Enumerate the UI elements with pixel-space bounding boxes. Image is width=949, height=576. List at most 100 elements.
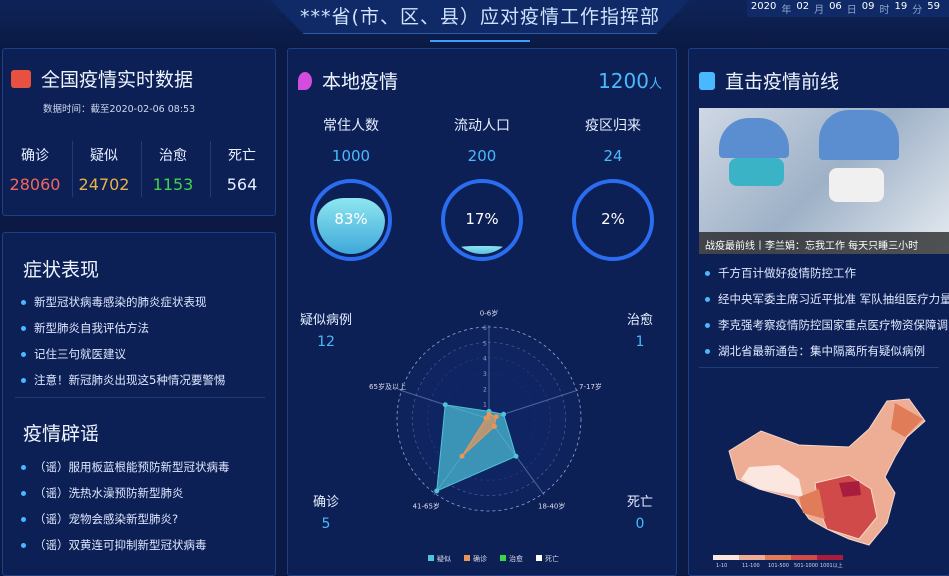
symptom-link[interactable]: 新型肺炎自我评估方法 <box>21 315 225 341</box>
divider <box>141 141 142 197</box>
map-legend-label: 501-1000 <box>794 563 818 569</box>
map-legend-label: 11-100 <box>742 563 760 569</box>
gauge-text: 17% <box>465 210 499 228</box>
rumor-link[interactable]: （谣）服用板蓝根能预防新型冠状病毒 <box>21 454 230 480</box>
radar-axis-label: 18-40岁 <box>538 501 565 510</box>
header-banner <box>270 0 690 34</box>
gauge-fill <box>317 198 385 254</box>
divider <box>15 397 265 398</box>
location-pin-icon <box>298 71 312 90</box>
symptoms-list: 新型冠状病毒感染的肺炎症状表现 新型肺炎自我评估方法 记住三句就医建议 注意！新冠肺炎… <box>21 289 225 393</box>
divider <box>699 367 939 368</box>
news-link[interactable]: 经中央军委主席习近平批准 军队抽组医疗力量 <box>705 286 949 312</box>
col-label: 流动人口 <box>454 118 510 134</box>
legend-swatch[interactable] <box>464 555 470 561</box>
radar-point <box>493 414 499 420</box>
map-region-hubei[interactable] <box>839 481 861 497</box>
clock-value: 02 <box>796 1 810 12</box>
value: 0 <box>635 516 645 532</box>
map-region-sichuan[interactable] <box>799 489 825 519</box>
data-time: 数据时间：截至2020-02-06 08:53 <box>43 104 196 115</box>
gauge-fill <box>448 245 516 254</box>
value: 1 <box>635 334 645 350</box>
clock-unit: 分 <box>912 5 923 16</box>
rumor-link[interactable]: （谣）洗热水澡预防新型肺炎 <box>21 480 230 506</box>
legend-swatch[interactable] <box>536 555 542 561</box>
clock-unit: 年 <box>781 5 792 16</box>
symptom-link[interactable]: 记住三句就医建议 <box>21 341 225 367</box>
map-legend-swatch[interactable] <box>713 555 739 560</box>
news-video-thumbnail[interactable]: 战疫最前线丨李兰娟：忘我工作 每天只睡三小时 <box>699 108 949 254</box>
radar-point <box>459 453 465 459</box>
col-value: 24 <box>603 147 623 165</box>
stat-label: 确诊 <box>21 148 49 164</box>
stat-label: 治愈 <box>159 148 187 164</box>
legend-label[interactable]: 疑似 <box>437 554 451 563</box>
clock-value: 09 <box>861 1 875 12</box>
divider <box>72 141 73 197</box>
map-region-tibet[interactable] <box>741 465 803 497</box>
rumors-title: 疫情辟谣 <box>23 423 100 445</box>
total-unit: 人 <box>648 77 662 92</box>
news-icon <box>699 71 715 90</box>
map-legend-swatch[interactable] <box>739 555 765 560</box>
col-label: 疫区归来 <box>585 118 641 134</box>
news-list: 千方百计做好疫情防控工作 经中央军委主席习近平批准 军队抽组医疗力量 李克强考察疫情… <box>705 260 949 364</box>
china-map[interactable]: 1-10 11-100 101-500 501-1000 1001以上 <box>699 379 939 569</box>
advice-panel: 症状表现 新型冠状病毒感染的肺炎症状表现 新型肺炎自我评估方法 记住三句就医建议 注意… <box>2 232 276 576</box>
label: 死亡 <box>626 495 653 510</box>
radar-tick: 4 <box>483 356 487 363</box>
map-legend-swatch[interactable] <box>765 555 791 560</box>
header: ***省(市、区、县）应对疫情工作指挥部 2020 年 02 月 06 日 09 时 19 分 59 <box>0 0 949 44</box>
age-radar-chart: 0-6岁 7-17岁 18-40岁 41-65岁 65岁及以上 1 2 3 4 5 6 疑似 确诊 治愈 死… <box>369 308 602 563</box>
percent-gauge: 83% <box>310 179 392 261</box>
local-title: 本地疫情 <box>322 71 399 93</box>
legend-label[interactable]: 死亡 <box>545 554 559 563</box>
percent-gauge: 2% <box>572 179 654 261</box>
label: 疑似病例 <box>299 313 352 328</box>
stat-0: 确诊 28060 <box>5 145 65 194</box>
radar-tick: 2 <box>483 386 487 393</box>
national-panel: 全国疫情实时数据 数据时间：截至2020-02-06 08:53 确诊 28060… <box>2 48 276 216</box>
stat-value: 28060 <box>9 175 61 194</box>
rumor-link[interactable]: （谣）双黄连可抑制新型冠状病毒 <box>21 532 230 558</box>
clock: 2020 年 02 月 06 日 09 时 19 分 59 <box>746 0 949 17</box>
clock-unit: 日 <box>846 5 857 16</box>
title-underline <box>430 40 530 42</box>
map-region[interactable] <box>728 398 926 546</box>
stat-label: 疑似 <box>90 148 118 164</box>
map-legend-swatch[interactable] <box>791 555 817 560</box>
value: 5 <box>321 516 331 532</box>
stat-label: 死亡 <box>228 148 256 164</box>
legend-swatch[interactable] <box>500 555 506 561</box>
map-region-northeast[interactable] <box>891 403 923 437</box>
news-link[interactable]: 千方百计做好疫情防控工作 <box>705 260 949 286</box>
clock-value: 06 <box>829 1 842 12</box>
mask-shape <box>829 168 884 202</box>
radar-point <box>434 488 440 494</box>
label: 确诊 <box>312 495 339 510</box>
stat-1: 疑似 24702 <box>74 145 134 194</box>
radar-point <box>486 411 492 417</box>
news-link[interactable]: 李克强考察疫情防控国家重点医疗物资保障调 <box>705 312 949 338</box>
corner-confirmed: 确诊 5 <box>296 491 356 532</box>
col-label: 常住人数 <box>323 118 379 134</box>
symptom-link[interactable]: 注意！新冠肺炎出现这5种情况要警惕 <box>21 367 225 393</box>
national-title: 全国疫情实时数据 <box>41 69 194 91</box>
corner-dead: 死亡 0 <box>610 491 670 532</box>
rumor-link[interactable]: （谣）宠物会感染新型肺炎? <box>21 506 230 532</box>
legend-label[interactable]: 治愈 <box>509 554 523 563</box>
news-link[interactable]: 湖北省最新通告：集中隔离所有疑似病例 <box>705 338 949 364</box>
stat-3: 死亡 564 <box>212 145 272 194</box>
radar-tick: 3 <box>483 371 487 378</box>
radar-tick: 6 <box>483 325 487 332</box>
legend-swatch[interactable] <box>428 555 434 561</box>
symptom-link[interactable]: 新型冠状病毒感染的肺炎症状表现 <box>21 289 225 315</box>
stat-2: 治愈 1153 <box>143 145 203 194</box>
map-legend-label: 1001以上 <box>820 562 843 569</box>
stat-value: 564 <box>226 175 258 194</box>
map-legend-swatch[interactable] <box>817 555 843 560</box>
label: 治愈 <box>626 313 653 328</box>
legend-label[interactable]: 确诊 <box>473 554 487 563</box>
stat-value: 1153 <box>152 175 194 194</box>
